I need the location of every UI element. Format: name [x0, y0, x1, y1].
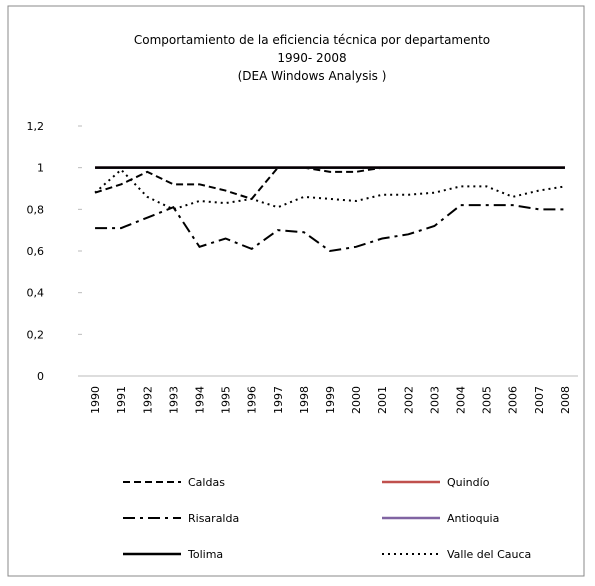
x-tick-label: 1992	[141, 386, 154, 414]
y-tick-label: 0,4	[27, 287, 45, 300]
x-tick-label: 1995	[220, 386, 233, 414]
series-line	[94, 166, 565, 201]
chart-title: (DEA Windows Analysis )	[238, 69, 387, 83]
x-tick-label: 1994	[193, 386, 206, 414]
x-tick-label: 1993	[167, 386, 180, 414]
x-tick-label: 1990	[89, 386, 102, 414]
y-tick-label: 0,2	[27, 328, 45, 341]
chart-border	[7, 5, 585, 577]
y-tick-label: 0,8	[27, 203, 45, 216]
legend-label: Caldas	[188, 476, 225, 489]
x-tick-label: 2004	[455, 386, 468, 414]
legend-label: Antioquia	[447, 512, 499, 525]
x-tick-label: 2006	[507, 386, 520, 414]
x-tick-label: 2008	[559, 386, 572, 414]
y-tick-label: 0	[37, 370, 44, 383]
legend-label: Quindío	[447, 476, 490, 489]
y-tick-label: 0,6	[27, 245, 45, 258]
y-tick-label: 1	[37, 162, 44, 175]
x-tick-label: 1991	[115, 386, 128, 414]
legend-label: Valle del Cauca	[447, 548, 531, 561]
y-tick-label: 1,2	[27, 120, 45, 133]
legend-label: Tolima	[187, 548, 223, 561]
legend-label: Risaralda	[188, 512, 239, 525]
chart-title: Comportamiento de la eficiencia técnica …	[134, 33, 490, 47]
x-tick-label: 2003	[428, 386, 441, 414]
x-tick-label: 2000	[350, 386, 363, 414]
x-tick-label: 2001	[376, 386, 389, 414]
x-tick-label: 2007	[533, 386, 546, 414]
series-line	[95, 204, 565, 253]
x-tick-label: 2005	[481, 386, 494, 414]
x-tick-label: 1997	[272, 386, 285, 414]
x-tick-label: 1999	[324, 386, 337, 414]
chart-title: 1990- 2008	[277, 51, 346, 65]
x-tick-label: 2002	[402, 386, 415, 414]
x-tick-label: 1996	[246, 386, 259, 414]
x-tick-label: 1998	[298, 386, 311, 414]
series-line	[94, 168, 566, 211]
